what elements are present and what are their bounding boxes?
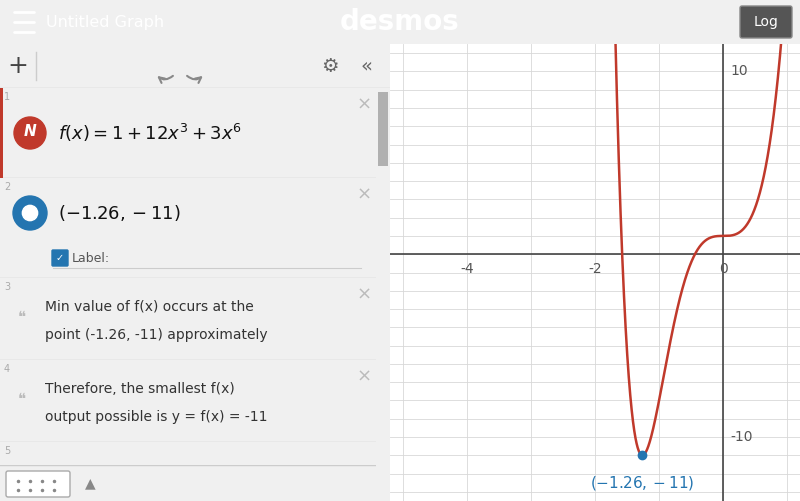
Text: -10: -10	[731, 430, 754, 444]
Bar	[0, 88, 3, 178]
Text: 1: 1	[4, 92, 10, 102]
Text: output possible is y = f(x) = -11: output possible is y = f(x) = -11	[45, 410, 267, 424]
Circle shape	[22, 205, 38, 220]
Text: desmos: desmos	[340, 8, 460, 36]
Text: +: +	[7, 54, 29, 78]
Text: 0: 0	[719, 262, 728, 276]
Text: 5: 5	[4, 446, 10, 456]
Text: ❝: ❝	[18, 391, 26, 406]
Text: Min value of f(x) occurs at the: Min value of f(x) occurs at the	[45, 300, 254, 314]
Text: $(-1.26, -11)$: $(-1.26, -11)$	[58, 203, 181, 223]
Text: Therefore, the smallest f(x): Therefore, the smallest f(x)	[45, 382, 234, 396]
FancyBboxPatch shape	[52, 250, 68, 266]
FancyBboxPatch shape	[6, 471, 70, 497]
Text: 4: 4	[4, 364, 10, 374]
Text: Label:: Label:	[72, 252, 110, 265]
Circle shape	[13, 196, 47, 230]
Text: $(-1.26, -11)$: $(-1.26, -11)$	[590, 473, 694, 491]
Text: ×: ×	[357, 186, 371, 204]
Text: ❝: ❝	[18, 310, 26, 325]
Text: 3: 3	[4, 282, 10, 292]
Text: $f(x) = 1 + 12x^3 + 3x^6$: $f(x) = 1 + 12x^3 + 3x^6$	[58, 122, 242, 144]
Text: «: «	[360, 57, 372, 76]
Text: Untitled Graph: Untitled Graph	[46, 15, 164, 30]
Text: N: N	[24, 125, 36, 139]
Bar	[378, 92, 388, 166]
Text: 2: 2	[4, 182, 10, 192]
Text: ✓: ✓	[56, 253, 64, 263]
Text: ×: ×	[357, 286, 371, 304]
Text: -2: -2	[588, 262, 602, 276]
Text: ⚙: ⚙	[322, 57, 338, 76]
Text: -4: -4	[460, 262, 474, 276]
Circle shape	[14, 117, 46, 149]
Text: point (-1.26, -11) approximately: point (-1.26, -11) approximately	[45, 328, 268, 342]
FancyBboxPatch shape	[740, 6, 792, 38]
Text: Log: Log	[754, 15, 778, 29]
Text: ▲: ▲	[85, 476, 95, 490]
Text: ×: ×	[357, 368, 371, 386]
Text: 10: 10	[731, 65, 749, 79]
Text: ×: ×	[357, 96, 371, 114]
